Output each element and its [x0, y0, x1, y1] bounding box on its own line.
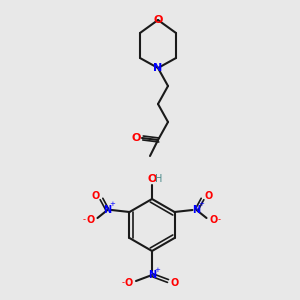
Text: O: O	[171, 278, 179, 288]
Text: N: N	[103, 205, 112, 215]
Text: N: N	[153, 63, 163, 73]
Text: O: O	[209, 215, 217, 225]
Text: H: H	[155, 174, 163, 184]
Text: N: N	[193, 205, 201, 215]
Text: O: O	[204, 191, 213, 201]
Text: N: N	[148, 270, 156, 280]
Text: O: O	[86, 215, 94, 225]
Text: O: O	[153, 15, 163, 25]
Text: +: +	[110, 201, 116, 207]
Text: O: O	[92, 191, 100, 201]
Text: +: +	[199, 201, 205, 207]
Text: -: -	[218, 215, 221, 224]
Text: O: O	[125, 278, 133, 288]
Text: -: -	[83, 215, 86, 224]
Text: -: -	[122, 278, 124, 287]
Text: O: O	[147, 174, 157, 184]
Text: O: O	[131, 133, 141, 143]
Text: +: +	[154, 267, 160, 273]
